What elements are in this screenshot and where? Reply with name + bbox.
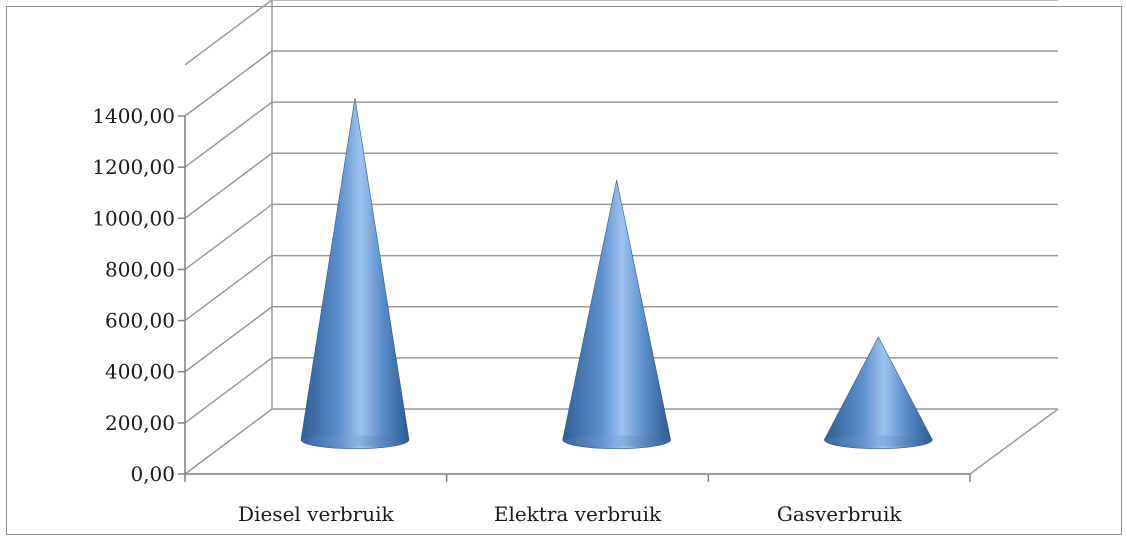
side-gridline <box>184 254 273 322</box>
side-gridline <box>184 357 273 424</box>
side-gridline <box>184 0 273 66</box>
side-gridline <box>184 50 273 117</box>
y-tick-label: 1000,00 <box>92 206 175 230</box>
cone-base <box>824 435 933 447</box>
y-tick-label: 600,00 <box>105 309 175 333</box>
y-tick-label: 0,00 <box>130 462 175 486</box>
cone-1 <box>300 97 410 450</box>
y-tick-label: 1200,00 <box>92 155 175 179</box>
y-axis-ticks: 0,00 200,00 400,00 600,00 800,00 1000,00 1200,… <box>92 104 186 486</box>
back-walls <box>184 0 1059 475</box>
x-tick-label: Gasverbruik <box>777 502 903 526</box>
y-tick-label: 200,00 <box>105 411 175 435</box>
category-labels: Diesel verbruik Elektra verbruik Gasverbru… <box>238 502 902 526</box>
floor-right-edge <box>969 408 1059 475</box>
side-gridline <box>184 152 273 219</box>
cone-base <box>300 435 409 447</box>
chart-frame <box>6 6 1122 535</box>
cone-base <box>562 435 671 447</box>
cone-body <box>300 97 410 450</box>
side-gridline <box>184 203 273 271</box>
floor-left-edge <box>184 408 273 475</box>
y-tick-label: 1400,00 <box>92 104 175 128</box>
cone-3 <box>824 336 933 450</box>
side-gridline <box>184 306 273 373</box>
y-tick-label: 800,00 <box>105 257 175 281</box>
cone-body <box>562 180 671 450</box>
cone-series <box>300 97 933 450</box>
cone-body <box>824 336 933 450</box>
y-tick-label: 400,00 <box>105 360 175 384</box>
cone-2 <box>562 180 671 450</box>
x-tick-label: Elektra verbruik <box>494 502 662 526</box>
x-axis <box>184 473 971 482</box>
side-gridline <box>184 101 273 168</box>
x-tick-label: Diesel verbruik <box>238 502 394 526</box>
